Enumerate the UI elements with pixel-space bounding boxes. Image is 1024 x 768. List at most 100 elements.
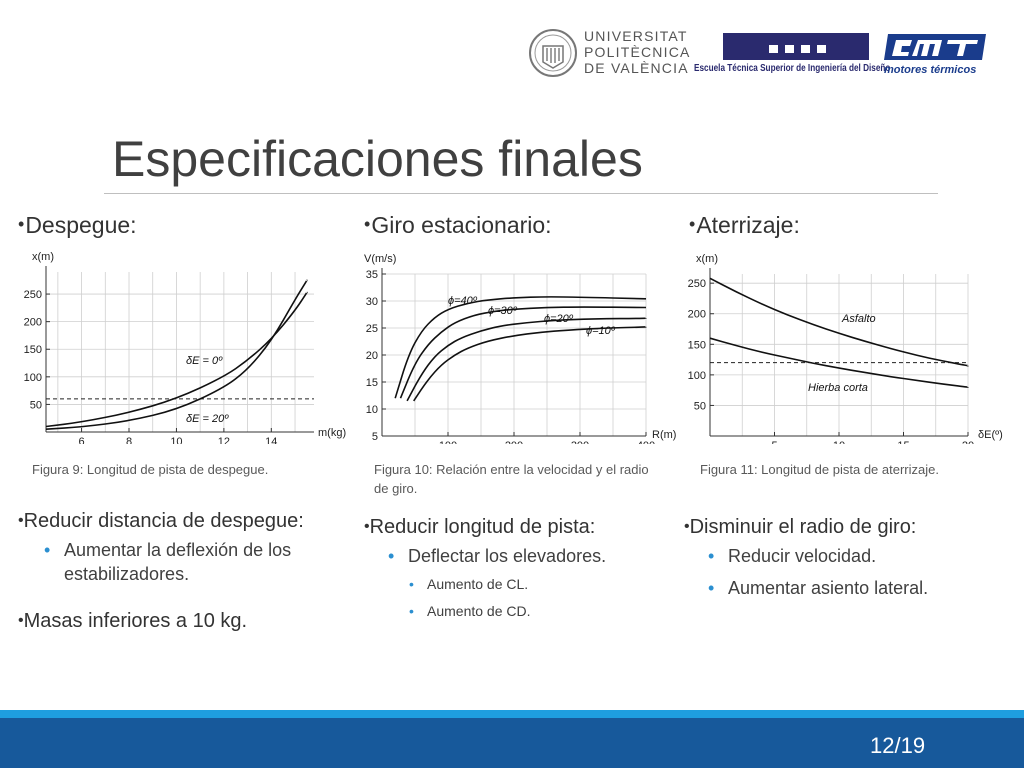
list-item: •Reducir longitud de pista: [364, 514, 684, 540]
y-tick-label: 35 [366, 269, 378, 281]
sub-list-item: Aumentar asiento lateral. [708, 576, 1014, 600]
y-axis-label: V(m/s) [364, 253, 396, 265]
slide-title: Especificaciones finales [112, 131, 643, 187]
x-tick-label: 10 [833, 440, 845, 444]
series-label: ϕ=30º [488, 305, 518, 317]
list-item: •Masas inferiores a 10 kg. [18, 608, 348, 634]
upv-line-1: UNIVERSITAT [584, 28, 688, 44]
series-line [45, 291, 308, 428]
y-axis-label: x(m) [696, 253, 718, 265]
y-axis-label: x(m) [32, 251, 54, 263]
heading-aterrizaje-text: Aterrizaje: [696, 212, 800, 238]
heading-aterrizaje: •Aterrizaje: [689, 212, 800, 239]
series-label: ϕ=10º [586, 325, 616, 337]
x-tick-label: 8 [126, 436, 132, 444]
heading-despegue: •Despegue: [18, 212, 137, 239]
heading-giro-text: Giro estacionario: [371, 212, 552, 238]
y-tick-label: 250 [24, 289, 42, 301]
x-tick-label: 12 [218, 436, 230, 444]
x-tick-label: 10 [170, 436, 182, 444]
x-tick-label: 6 [79, 436, 85, 444]
chart-giro: 100 200 300 400 5 10 15 20 25 30 35 V(m/s) R(m) ϕ=40º… [364, 253, 676, 444]
series-label: δE = 20º [186, 413, 229, 425]
series-line [413, 326, 647, 402]
y-tick-label: 5 [372, 431, 378, 443]
list-item-text: Reducir distancia de despegue: [23, 510, 304, 532]
sub-list-item: Deflectar los elevadores. [388, 544, 684, 568]
bullet-dot: • [18, 512, 24, 529]
y-tick-label: 100 [688, 370, 706, 382]
series-line [709, 337, 969, 388]
sub-list-item: Reducir velocidad. [708, 544, 1014, 568]
footer-accent-bar [0, 710, 1024, 718]
heading-despegue-text: Despegue: [25, 212, 137, 238]
list-item-text: Disminuir el radio de giro: [689, 516, 917, 538]
aterrizaje-bullets: •Disminuir el radio de giro: Reducir vel… [684, 514, 1014, 600]
series-line [406, 317, 647, 402]
bullet-dot: • [684, 518, 690, 535]
upv-line-3: DE VALÈNCIA [584, 60, 689, 76]
series-line [709, 277, 969, 367]
y-tick-label: 150 [24, 344, 42, 356]
x-tick-label: 100 [439, 440, 457, 444]
x-axis-label: m(kg) [318, 427, 346, 439]
series-line [399, 306, 647, 399]
caption-figure-11: Figura 11: Longitud de pista de aterriza… [700, 462, 939, 477]
list-item: •Disminuir el radio de giro: [684, 514, 1014, 540]
title-divider [104, 193, 938, 194]
y-tick-label: 50 [694, 400, 706, 412]
y-tick-label: 15 [366, 377, 378, 389]
sub-sub-list-item: Aumento de CL. [409, 574, 684, 594]
y-tick-label: 100 [24, 372, 42, 384]
y-tick-label: 25 [366, 323, 378, 335]
etsid-logo [723, 33, 869, 60]
bullet-dot: • [364, 518, 370, 535]
y-tick-label: 10 [366, 404, 378, 416]
y-tick-label: 200 [24, 317, 42, 329]
y-tick-label: 50 [30, 399, 42, 411]
bullet-dot: • [18, 214, 25, 234]
chart-aterrizaje: 5 10 15 20 50 100 150 200 250 x(m) δE(º) Asfalto Hie… [688, 253, 1003, 444]
series-label: δE = 0º [186, 355, 223, 367]
y-tick-label: 250 [688, 278, 706, 290]
cmt-text: motores térmicos [884, 64, 977, 76]
x-tick-label: 200 [505, 440, 523, 444]
x-axis-label: δE(º) [978, 429, 1003, 441]
x-tick-label: 15 [897, 440, 909, 444]
bullet-dot: • [364, 214, 371, 234]
upv-line-2: POLITÈCNICA [584, 44, 691, 60]
etsid-text: Escuela Técnica Superior de Ingeniería d… [694, 63, 891, 74]
upv-name: UNIVERSITAT POLITÈCNICA DE VALÈNCIA [584, 28, 691, 76]
series-line [45, 279, 308, 430]
x-tick-label: 14 [265, 436, 277, 444]
chart-despegue: 6 8 10 12 14 50 100 150 200 250 x(m) m(kg) δE = 0º δE… [24, 251, 346, 444]
y-tick-label: 20 [366, 350, 378, 362]
despegue-bullets: •Reducir distancia de despegue: Aumentar… [18, 508, 348, 634]
bullet-dot: • [689, 214, 696, 234]
x-tick-label: 300 [571, 440, 589, 444]
series-label: ϕ=40º [448, 295, 478, 307]
sub-sub-list-item: Aumento de CD. [409, 601, 684, 621]
cmt-logo [884, 34, 986, 60]
x-axis-label: R(m) [652, 429, 676, 441]
heading-giro: •Giro estacionario: [364, 212, 552, 239]
giro-bullets: •Reducir longitud de pista: Deflectar lo… [364, 514, 684, 621]
series-line [394, 296, 647, 399]
footer-bar [0, 718, 1024, 768]
list-item: •Reducir distancia de despegue: [18, 508, 348, 534]
sub-list-item: Aumentar la deflexión de los estabilizad… [44, 538, 348, 586]
bullet-dot: • [18, 612, 24, 629]
list-item-text: Masas inferiores a 10 kg. [23, 610, 248, 632]
series-label: ϕ=20º [544, 313, 574, 325]
list-item-text: Reducir longitud de pista: [369, 516, 596, 538]
x-tick-label: 20 [962, 440, 974, 444]
y-tick-label: 200 [688, 309, 706, 321]
y-tick-label: 30 [366, 296, 378, 308]
upv-seal-logo [529, 29, 577, 77]
page-number: 12/19 [870, 733, 926, 758]
series-label: Asfalto [841, 313, 876, 325]
x-tick-label: 5 [771, 440, 777, 444]
series-label: Hierba corta [808, 382, 868, 394]
caption-figure-9: Figura 9: Longitud de pista de despegue. [32, 462, 269, 477]
x-tick-label: 400 [637, 440, 655, 444]
